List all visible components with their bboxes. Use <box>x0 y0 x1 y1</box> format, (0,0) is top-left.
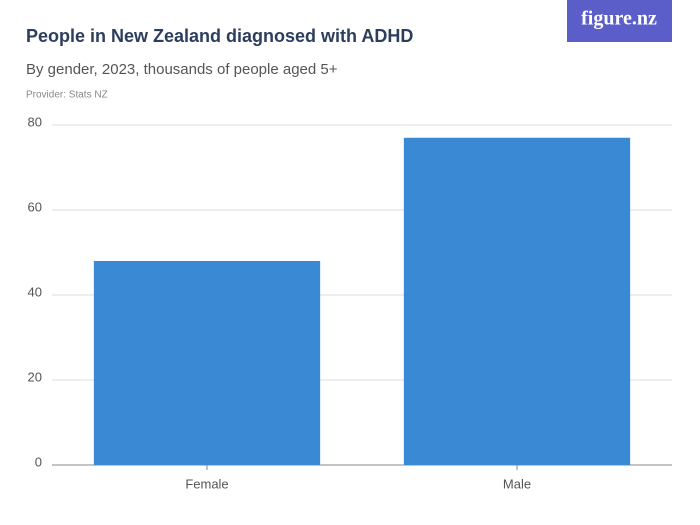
chart-subtitle: By gender, 2023, thousands of people age… <box>26 61 338 78</box>
logo-box <box>567 0 672 42</box>
bar <box>403 137 631 465</box>
y-tick-label: 40 <box>28 284 42 299</box>
y-tick-label: 60 <box>28 199 42 214</box>
y-tick-label: 0 <box>35 454 42 469</box>
x-tick-label: Male <box>503 476 531 491</box>
chart-title: People in New Zealand diagnosed with ADH… <box>26 26 413 46</box>
logo: figure.nz <box>581 8 657 30</box>
provider: Provider: Stats NZ <box>26 90 108 101</box>
x-tick-label: Female <box>185 476 228 491</box>
y-tick-label: 20 <box>28 369 42 384</box>
bar <box>93 261 321 465</box>
y-tick-label: 80 <box>28 114 42 129</box>
